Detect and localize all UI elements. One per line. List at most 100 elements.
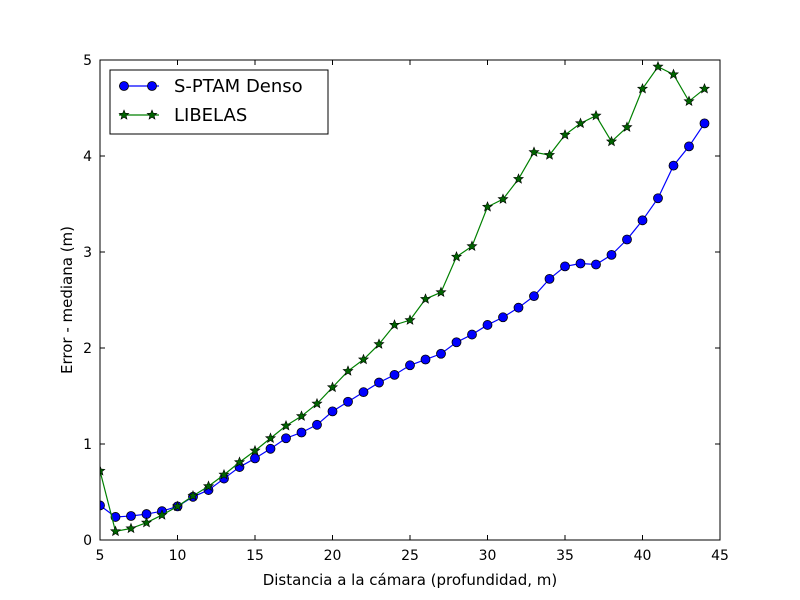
y-tick-label: 3 xyxy=(83,245,92,261)
data-point-s-ptam-denso xyxy=(467,329,477,340)
data-point-libelas xyxy=(497,193,509,204)
data-point-libelas xyxy=(652,60,664,72)
x-tick-label: 40 xyxy=(634,548,652,564)
data-point-s-ptam-denso xyxy=(343,396,353,407)
y-tick-label: 4 xyxy=(83,149,92,165)
legend-marker-s-ptam-denso xyxy=(147,81,157,91)
data-point-libelas xyxy=(109,525,122,537)
data-point-libelas xyxy=(342,365,354,376)
x-tick-label: 25 xyxy=(401,548,419,564)
legend: S-PTAM Denso LIBELAS xyxy=(109,69,329,135)
y-axis-label: Error - mediana (m) xyxy=(58,226,76,374)
data-point-s-ptam-denso xyxy=(296,427,307,438)
data-point-libelas xyxy=(249,444,261,456)
data-point-libelas xyxy=(357,353,370,365)
data-point-libelas xyxy=(621,121,633,132)
y-tick-label: 2 xyxy=(83,341,92,357)
data-point-s-ptam-denso xyxy=(668,160,679,171)
data-point-libelas xyxy=(156,509,168,520)
data-point-s-ptam-denso xyxy=(281,433,291,444)
data-point-s-ptam-denso xyxy=(327,406,338,417)
y-tick-label: 0 xyxy=(83,533,92,549)
legend-label-libelas: LIBELAS xyxy=(174,105,247,126)
data-point-s-ptam-denso xyxy=(529,291,539,302)
data-point-libelas xyxy=(100,465,106,476)
data-point-s-ptam-denso xyxy=(560,261,570,272)
data-point-s-ptam-denso xyxy=(250,453,260,464)
x-tick-label: 35 xyxy=(556,548,574,564)
series-line-libelas xyxy=(100,65,705,533)
data-point-s-ptam-denso xyxy=(575,258,586,269)
series-libelas xyxy=(100,60,711,537)
x-tick-label: 20 xyxy=(324,548,342,564)
x-tick-label: 30 xyxy=(479,548,497,564)
data-point-libelas xyxy=(233,456,246,467)
data-point-libelas xyxy=(636,82,649,94)
data-point-libelas xyxy=(435,286,447,298)
data-point-libelas xyxy=(466,240,478,251)
data-point-s-ptam-denso xyxy=(544,273,555,284)
data-point-s-ptam-denso xyxy=(420,354,431,365)
data-point-s-ptam-denso xyxy=(498,312,508,323)
legend-item-s-ptam-denso: S-PTAM Denso xyxy=(119,76,303,97)
legend-marker-libelas xyxy=(118,109,130,120)
data-point-s-ptam-denso xyxy=(374,377,384,388)
data-point-libelas xyxy=(202,480,215,491)
data-point-libelas xyxy=(559,129,571,140)
data-point-libelas xyxy=(311,397,323,409)
x-tick-label: 15 xyxy=(246,548,264,564)
legend-marker-libelas xyxy=(146,109,158,120)
data-point-libelas xyxy=(683,95,695,106)
data-point-s-ptam-denso xyxy=(606,249,617,260)
series-layer xyxy=(100,60,711,537)
series-line-s-ptam-denso xyxy=(100,123,705,518)
legend-item-libelas: LIBELAS xyxy=(118,105,247,126)
data-point-s-ptam-denso xyxy=(110,512,121,522)
data-point-s-ptam-denso xyxy=(482,320,493,330)
data-point-s-ptam-denso xyxy=(389,369,400,380)
data-point-libelas xyxy=(605,135,618,147)
legend-label-s-ptam-denso: S-PTAM Denso xyxy=(174,76,303,97)
data-point-libelas xyxy=(218,468,230,480)
data-point-s-ptam-denso xyxy=(358,387,369,398)
data-point-s-ptam-denso xyxy=(622,234,632,245)
series-s-ptam-denso xyxy=(100,118,710,522)
data-point-s-ptam-denso xyxy=(513,302,524,313)
data-point-libelas xyxy=(388,319,401,330)
data-point-libelas xyxy=(419,293,432,304)
data-point-libelas xyxy=(590,109,602,121)
y-tick-label: 1 xyxy=(83,437,92,453)
data-point-libelas xyxy=(698,82,711,94)
data-point-libelas xyxy=(574,117,587,129)
data-point-libelas xyxy=(450,250,463,262)
data-point-libelas xyxy=(404,314,416,325)
data-point-s-ptam-denso xyxy=(637,215,648,226)
data-point-s-ptam-denso xyxy=(126,511,136,521)
data-point-libelas xyxy=(373,338,385,349)
data-point-libelas xyxy=(125,522,137,534)
data-point-s-ptam-denso xyxy=(436,348,446,359)
data-point-libelas xyxy=(512,173,525,184)
legend-box xyxy=(109,69,329,135)
data-point-libelas xyxy=(528,146,540,157)
data-point-libelas xyxy=(140,516,153,528)
data-point-libelas xyxy=(667,68,680,80)
data-point-s-ptam-denso xyxy=(265,443,276,454)
data-point-libelas xyxy=(280,419,292,431)
x-axis-label: Distancia a la cámara (profundidad, m) xyxy=(263,571,558,589)
plot-frame xyxy=(99,59,721,541)
data-point-libelas xyxy=(187,490,199,501)
x-tick-label: 45 xyxy=(711,548,729,564)
data-point-libelas xyxy=(295,410,308,421)
data-point-s-ptam-denso xyxy=(591,259,601,270)
legend-marker-s-ptam-denso xyxy=(119,81,129,91)
y-tick-label: 5 xyxy=(83,53,92,69)
data-point-libelas xyxy=(481,201,494,212)
data-point-s-ptam-denso xyxy=(684,141,694,152)
data-point-s-ptam-denso xyxy=(451,337,462,348)
data-point-s-ptam-denso xyxy=(405,360,415,371)
data-point-libelas xyxy=(326,381,339,393)
data-point-libelas xyxy=(171,500,184,512)
